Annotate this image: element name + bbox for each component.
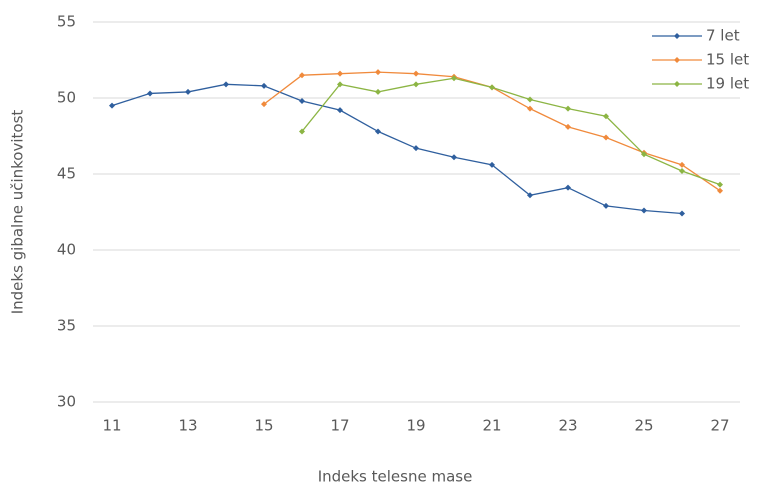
data-point — [261, 101, 267, 108]
y-tick-label: 40 — [57, 241, 76, 259]
legend-marker — [674, 33, 680, 39]
data-point — [717, 181, 723, 188]
data-point — [109, 102, 115, 109]
data-point — [375, 69, 381, 76]
series-line — [111, 83, 683, 215]
legend-label: 19 let — [706, 75, 749, 93]
data-point — [679, 210, 685, 217]
x-tick-label: 27 — [710, 417, 729, 435]
x-tick-label: 15 — [254, 417, 273, 435]
data-point — [527, 105, 533, 112]
y-tick-label: 50 — [57, 89, 76, 107]
data-point — [261, 82, 267, 89]
data-point — [413, 145, 419, 152]
data-point — [451, 154, 457, 161]
legend-label: 15 let — [706, 51, 749, 69]
data-point — [527, 192, 533, 199]
data-point — [413, 70, 419, 77]
x-tick-label: 21 — [482, 417, 501, 435]
data-point — [299, 72, 305, 79]
data-point — [337, 70, 343, 77]
data-point — [299, 98, 305, 105]
data-point — [413, 81, 419, 88]
x-tick-label: 13 — [178, 417, 197, 435]
data-point — [489, 161, 495, 168]
series-line — [301, 77, 721, 186]
x-tick-label: 25 — [634, 417, 653, 435]
data-point — [223, 81, 229, 88]
y-tick-label: 55 — [57, 13, 76, 31]
data-point — [337, 81, 343, 88]
data-point — [299, 128, 305, 135]
data-point — [375, 128, 381, 135]
data-point — [603, 202, 609, 209]
x-axis-label: Indeks telesne mase — [318, 468, 473, 483]
y-tick-label: 30 — [57, 393, 76, 411]
data-point — [641, 207, 647, 214]
y-tick-label: 35 — [57, 317, 76, 335]
data-point — [337, 107, 343, 114]
data-point — [527, 96, 533, 103]
data-point — [717, 187, 723, 194]
x-tick-label: 23 — [558, 417, 577, 435]
data-point — [603, 113, 609, 120]
data-point — [603, 134, 609, 141]
data-point — [679, 167, 685, 174]
legend-marker — [674, 57, 680, 63]
legend-label: 7 let — [706, 27, 740, 45]
data-point — [679, 161, 685, 168]
data-point — [185, 88, 191, 95]
x-tick-label: 17 — [330, 417, 349, 435]
data-point — [641, 151, 647, 158]
data-point — [375, 88, 381, 95]
data-point — [451, 75, 457, 82]
data-point — [489, 84, 495, 91]
data-point — [147, 90, 153, 97]
legend-marker — [674, 81, 680, 87]
y-tick-label: 45 — [57, 165, 76, 183]
x-tick-label: 11 — [102, 417, 121, 435]
data-point — [565, 123, 571, 130]
data-point — [565, 184, 571, 191]
data-point — [565, 105, 571, 112]
x-tick-label: 19 — [406, 417, 425, 435]
y-axis-label: Indeks gibalne učinkovitost — [9, 110, 27, 315]
